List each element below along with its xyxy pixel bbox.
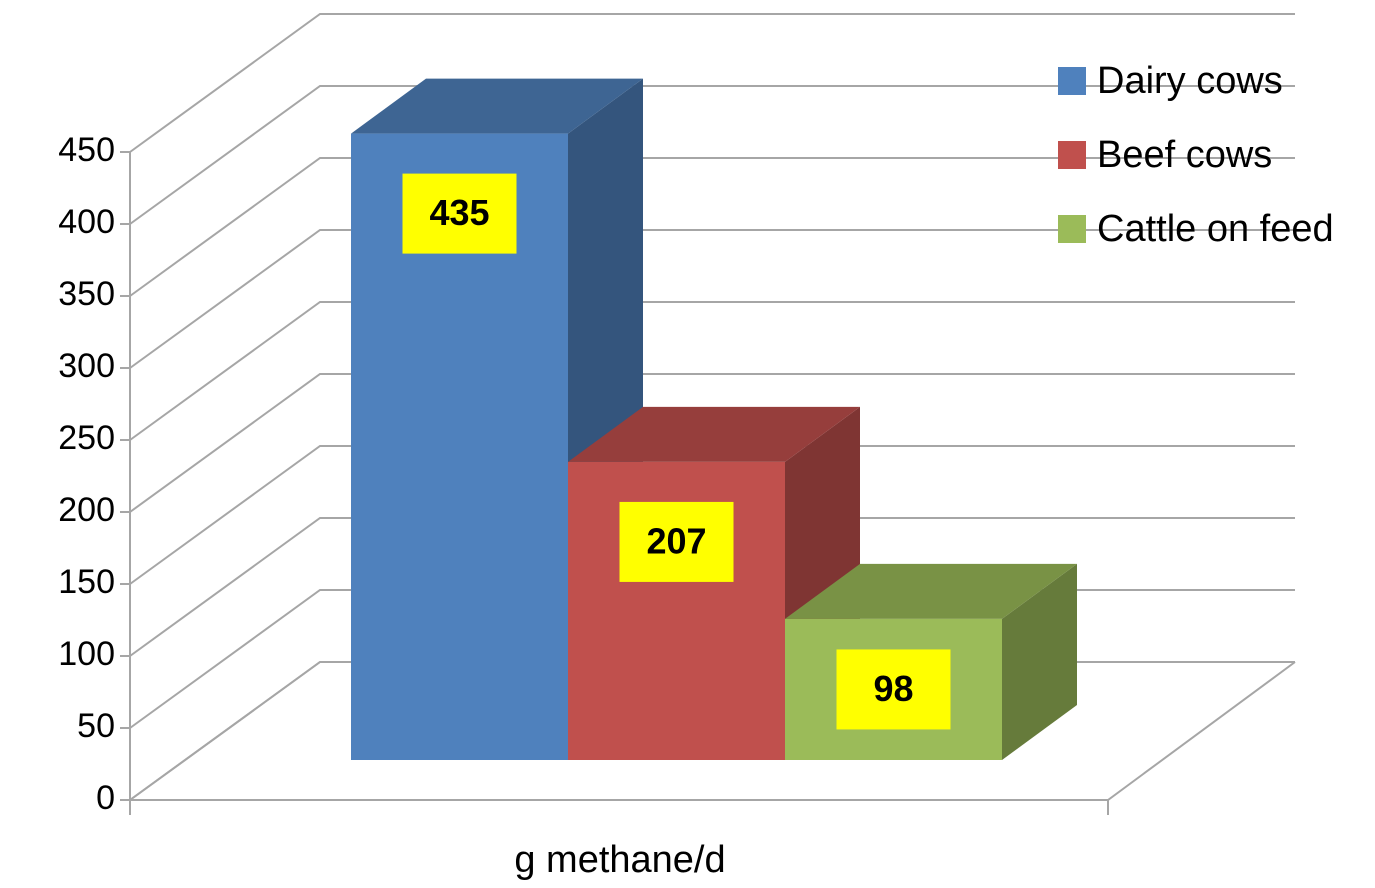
data-label-box bbox=[836, 649, 951, 730]
y-tick-label: 450 bbox=[58, 131, 115, 169]
grid-line bbox=[129, 373, 1295, 513]
y-tick-label: 350 bbox=[58, 275, 115, 313]
legend-label: Dairy cows bbox=[1097, 60, 1283, 102]
bar-top bbox=[351, 78, 643, 134]
legend-swatch bbox=[1058, 67, 1086, 95]
y-tick-label: 50 bbox=[77, 707, 115, 745]
data-label-box bbox=[619, 501, 734, 582]
bar-top bbox=[785, 563, 1077, 619]
grid-line bbox=[129, 517, 1295, 657]
y-tick-label: 0 bbox=[96, 779, 115, 817]
y-tick-label: 400 bbox=[58, 203, 115, 241]
legend-label: Beef cows bbox=[1097, 134, 1272, 176]
grid-line bbox=[129, 301, 1295, 441]
y-tick-label: 250 bbox=[58, 419, 115, 457]
data-label: 207 bbox=[646, 520, 706, 561]
floor bbox=[126, 661, 1296, 801]
grid-line bbox=[129, 13, 1295, 153]
data-label: 98 bbox=[873, 668, 913, 709]
y-tick-label: 150 bbox=[58, 563, 115, 601]
y-tick-label: 200 bbox=[58, 491, 115, 529]
legend-label: Cattle on feed bbox=[1097, 208, 1334, 250]
grid-line bbox=[129, 445, 1295, 585]
legend-swatch bbox=[1058, 141, 1086, 169]
data-label: 435 bbox=[429, 192, 489, 233]
bar-side bbox=[1002, 563, 1077, 760]
grid-line bbox=[129, 157, 1295, 297]
data-label-box bbox=[402, 173, 517, 254]
grid-line bbox=[129, 229, 1295, 369]
legend-swatch bbox=[1058, 215, 1086, 243]
y-tick-label: 100 bbox=[58, 635, 115, 673]
bar-top bbox=[568, 406, 860, 462]
grid-line bbox=[129, 85, 1295, 225]
category-label: g methane/d bbox=[514, 839, 725, 881]
y-tick-label: 300 bbox=[58, 347, 115, 385]
